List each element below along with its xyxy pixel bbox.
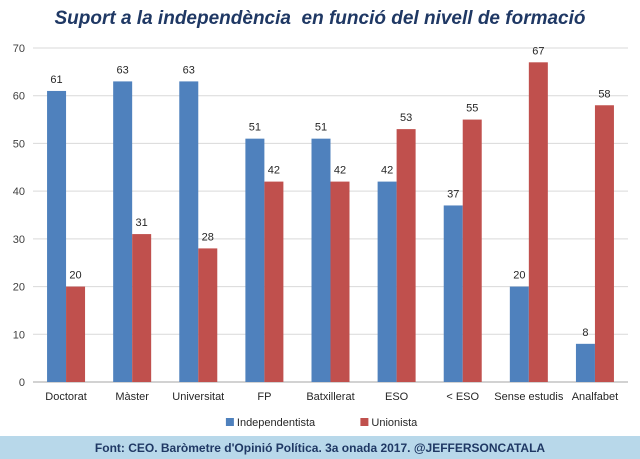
bar-independentista	[377, 181, 397, 382]
data-label: 42	[268, 165, 280, 177]
y-tick-label: 10	[13, 329, 25, 341]
chart-title: Suport a la independència en funció del …	[54, 8, 586, 29]
bar-independentista	[509, 286, 529, 382]
y-tick-label: 30	[13, 234, 25, 246]
data-label: 63	[183, 64, 195, 76]
data-label: 63	[117, 64, 129, 76]
y-tick-label: 70	[13, 43, 25, 55]
plot-area: 0 10 20 30 40 50 60 70 Doctorat 61 20 Màster 63 31 Uni…	[0, 38, 640, 436]
bar-unionista	[132, 234, 152, 382]
bar-unionista	[264, 181, 284, 382]
data-label: 51	[249, 122, 261, 134]
bar-independentista	[113, 81, 133, 383]
data-label: 61	[50, 74, 62, 86]
bar-chart: 0 10 20 30 40 50 60 70 Doctorat 61 20 Màster 63 31 Uni…	[13, 43, 628, 429]
y-tick-label: 60	[13, 91, 25, 103]
y-tick-label: 40	[13, 186, 25, 198]
x-tick-label: Màster	[115, 391, 149, 403]
bar-unionista	[198, 248, 218, 382]
data-label: 20	[513, 270, 525, 282]
bar-independentista	[575, 343, 595, 382]
legend-label: Independentista	[237, 417, 316, 429]
bar-unionista	[330, 181, 350, 382]
bar-unionista	[66, 286, 86, 382]
y-tick-label: 0	[19, 377, 25, 389]
data-label: 8	[582, 327, 588, 339]
data-label: 67	[532, 45, 544, 57]
data-label: 31	[136, 217, 148, 229]
x-tick-label: Sense estudis	[494, 391, 564, 403]
source-footer: Font: CEO. Baròmetre d'Opinió Política. …	[0, 436, 640, 459]
legend-swatch	[225, 418, 234, 426]
data-label: 37	[447, 188, 459, 200]
y-tick-label: 50	[13, 138, 25, 150]
data-label: 42	[381, 165, 393, 177]
legend-swatch	[360, 418, 369, 426]
x-tick-label: < ESO	[446, 391, 479, 403]
x-tick-label: Doctorat	[45, 391, 87, 403]
bar-unionista	[462, 119, 482, 383]
data-label: 28	[202, 231, 214, 243]
x-tick-label: FP	[257, 391, 271, 403]
source-text: Font: CEO. Baròmetre d'Opinió Política. …	[94, 440, 546, 455]
data-label: 20	[69, 270, 81, 282]
data-label: 51	[315, 122, 327, 134]
y-tick-label: 20	[13, 282, 25, 294]
bar-independentista	[311, 138, 331, 382]
title-bar: Suport a la independència en funció del …	[0, 0, 640, 38]
data-label: 55	[466, 103, 478, 115]
data-label: 53	[400, 112, 412, 124]
bar-unionista	[594, 105, 614, 382]
x-tick-label: ESO	[385, 391, 409, 403]
x-tick-label: Universitat	[172, 391, 224, 403]
bar-independentista	[179, 81, 199, 383]
bar-independentista	[443, 205, 463, 382]
bar-independentista	[47, 90, 67, 382]
bar-unionista	[396, 129, 416, 382]
bar-independentista	[245, 138, 265, 382]
bar-unionista	[528, 62, 548, 383]
data-label: 58	[598, 88, 610, 100]
legend-label: Unionista	[371, 417, 418, 429]
data-label: 42	[334, 165, 346, 177]
x-tick-label: Batxillerat	[306, 391, 354, 403]
x-tick-label: Analfabet	[572, 391, 618, 403]
